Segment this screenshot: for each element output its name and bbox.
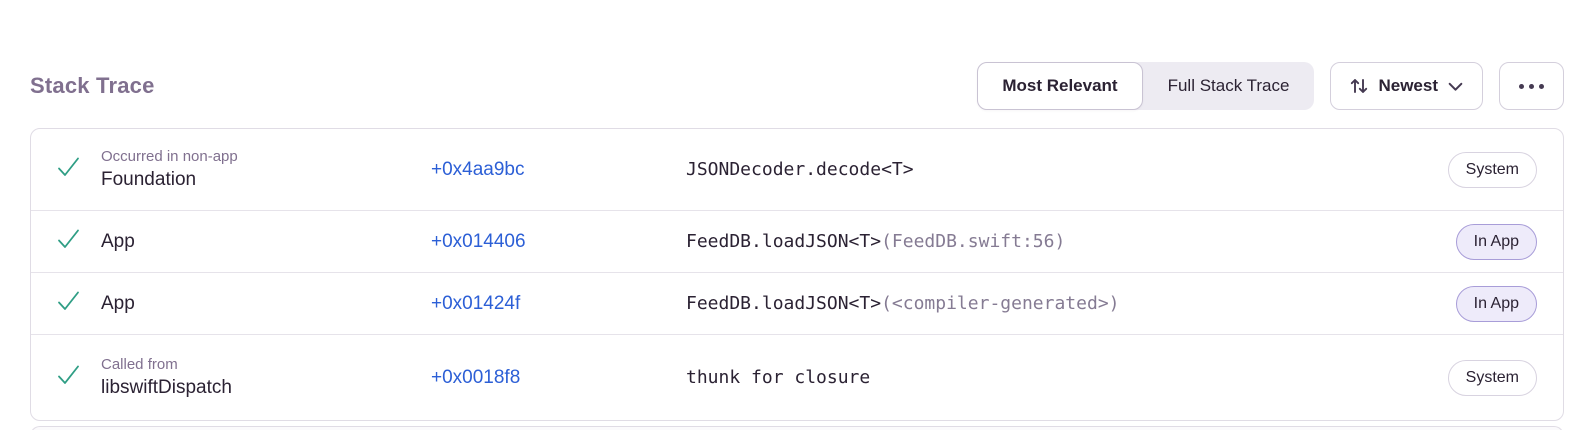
stack-trace-list: Occurred in non-app Foundation +0x4aa9bc… [30, 128, 1564, 421]
frame-address-cell: +0x01424f [431, 293, 686, 315]
frame-source-link[interactable]: (FeedDB.swift:56) [881, 231, 1066, 252]
frame-function: JSONDecoder.decode<T> [686, 159, 914, 180]
frame-address-link[interactable]: +0x014406 [431, 230, 526, 252]
frame-badge: System [1447, 151, 1537, 188]
stack-frame-row[interactable]: App +0x01424f FeedDB.loadJSON<T>(<compil… [31, 272, 1563, 334]
checkmark-icon [55, 155, 82, 184]
frame-badge-cell: In App [1455, 223, 1537, 260]
frame-address-cell: +0x0018f8 [431, 367, 686, 389]
frame-badge-cell: System [1447, 359, 1537, 396]
frame-address-link[interactable]: +0x0018f8 [431, 366, 521, 388]
frame-badge-cell: In App [1455, 285, 1537, 322]
frame-function-cell: thunk for closure [686, 367, 1432, 388]
frame-status-cell [55, 155, 101, 184]
tab-full-stack-trace[interactable]: Full Stack Trace [1143, 62, 1315, 110]
chevron-down-icon [1447, 78, 1464, 95]
frame-badge: In App [1455, 285, 1537, 322]
frame-address-link[interactable]: +0x01424f [431, 292, 521, 314]
frame-address-cell: +0x4aa9bc [431, 159, 686, 181]
checkmark-icon [55, 363, 82, 392]
frame-function: FeedDB.loadJSON<T> [686, 231, 882, 252]
frame-function-cell: JSONDecoder.decode<T> [686, 159, 1432, 180]
frame-status-cell [55, 227, 101, 256]
frame-module: App [101, 230, 135, 252]
sort-dropdown-button[interactable]: Newest [1330, 62, 1483, 110]
tab-most-relevant[interactable]: Most Relevant [977, 62, 1143, 110]
frame-note: Occurred in non-app [101, 147, 238, 165]
stack-frame-row[interactable]: Called from libswiftDispatch +0x0018f8 t… [31, 334, 1563, 420]
next-section-peek [30, 426, 1564, 430]
ellipsis-icon [1519, 83, 1524, 89]
frame-module-cell: App [101, 291, 431, 317]
frame-module-cell: App [101, 229, 431, 255]
frame-function: thunk for closure [686, 367, 871, 388]
frame-module: App [101, 292, 135, 314]
checkmark-icon [55, 227, 82, 256]
ellipsis-icon [1539, 83, 1544, 89]
frame-note: Called from [101, 355, 178, 373]
frame-badge-cell: System [1447, 151, 1537, 188]
frame-badge: System [1447, 359, 1537, 396]
frame-module-cell: Occurred in non-app Foundation [101, 147, 431, 193]
frame-module-cell: Called from libswiftDispatch [101, 355, 431, 401]
frame-function-cell: FeedDB.loadJSON<T>(FeedDB.swift:56) [686, 231, 1440, 252]
tab-full-stack-trace-label: Full Stack Trace [1167, 76, 1290, 95]
overflow-menu-button[interactable] [1499, 62, 1564, 110]
view-toggle: Most Relevant Full Stack Trace [977, 62, 1315, 110]
frame-address-link[interactable]: +0x4aa9bc [431, 158, 525, 180]
frame-status-cell [55, 363, 101, 392]
header-controls: Most Relevant Full Stack Trace Newest [977, 62, 1564, 110]
frame-module: libswiftDispatch [101, 376, 232, 398]
checkmark-icon [55, 289, 82, 318]
stack-frame-row[interactable]: App +0x014406 FeedDB.loadJSON<T>(FeedDB.… [31, 210, 1563, 272]
frame-function: FeedDB.loadJSON<T> [686, 293, 882, 314]
frame-source-link[interactable]: (<compiler-generated>) [881, 293, 1120, 314]
stack-frame-row[interactable]: Occurred in non-app Foundation +0x4aa9bc… [31, 129, 1563, 210]
frame-module: Foundation [101, 168, 197, 190]
frame-status-cell [55, 289, 101, 318]
frame-address-cell: +0x014406 [431, 231, 686, 253]
sort-arrows-icon [1349, 76, 1369, 96]
frame-function-cell: FeedDB.loadJSON<T>(<compiler-generated>) [686, 293, 1440, 314]
sort-dropdown-label: Newest [1378, 76, 1438, 95]
tab-most-relevant-label: Most Relevant [1002, 76, 1118, 95]
stack-trace-header: Stack Trace Most Relevant Full Stack Tra… [30, 61, 1564, 111]
frame-badge: In App [1455, 223, 1537, 260]
ellipsis-icon [1529, 83, 1534, 89]
page-title: Stack Trace [30, 73, 155, 98]
